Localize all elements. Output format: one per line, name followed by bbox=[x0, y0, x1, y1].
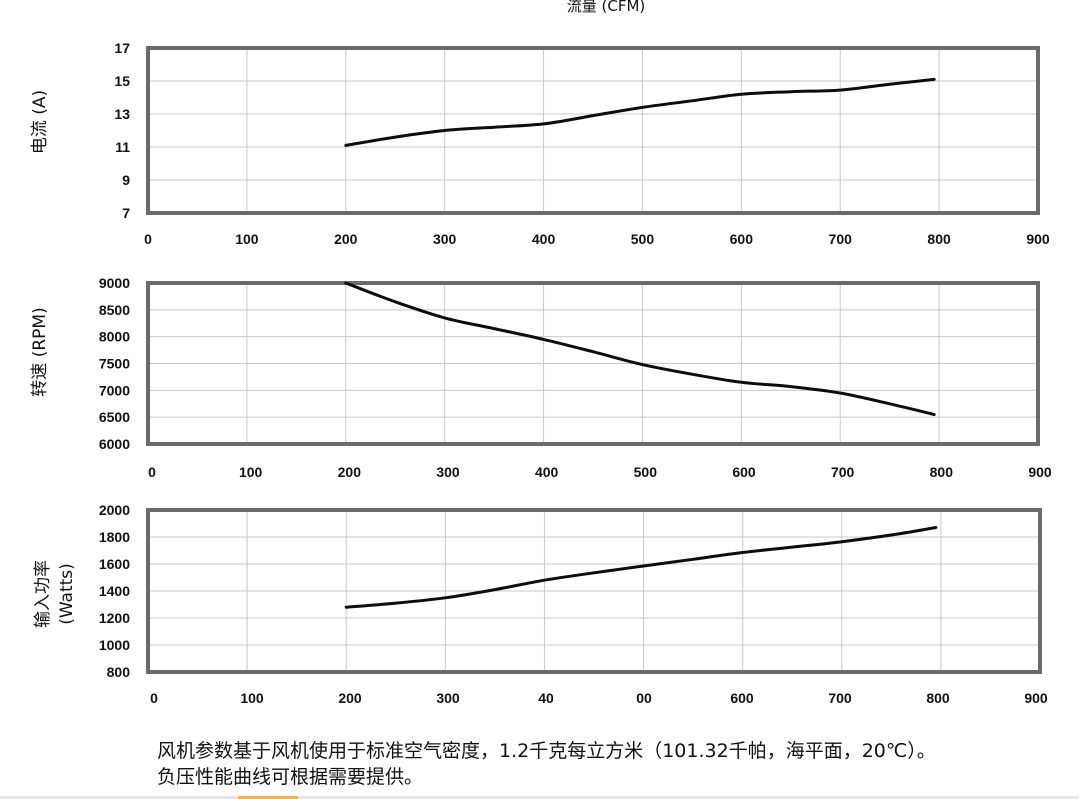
chart-3-y-tick-label: 1600 bbox=[99, 556, 130, 572]
chart-3-y-tick-label: 2000 bbox=[99, 502, 130, 518]
chart-2-x-tick-label: 400 bbox=[535, 464, 559, 480]
chart-3-x-tick-label: 00 bbox=[636, 690, 652, 706]
chart-3-series-line bbox=[344, 526, 938, 609]
chart-3-x-tick-label: 700 bbox=[828, 690, 852, 706]
chart-3-y-tick-label: 1000 bbox=[99, 637, 130, 653]
chart-1-y-tick-label: 13 bbox=[114, 106, 130, 122]
chart-3-x-tick-label: 300 bbox=[436, 690, 460, 706]
chart-1-y-tick-label: 17 bbox=[114, 40, 130, 56]
chart-2-x-tick-label: 300 bbox=[436, 464, 460, 480]
chart-1-x-tick-label: 500 bbox=[631, 231, 655, 247]
chart-1-x-tick-label: 800 bbox=[927, 231, 951, 247]
footnote-line-1: 风机参数基于风机使用于标准空气密度，1.2千克每立方米（101.32千帕，海平面… bbox=[157, 740, 936, 762]
chart-2-x-tick-label: 600 bbox=[732, 464, 756, 480]
chart-2-y-tick-label: 8500 bbox=[99, 302, 130, 318]
chart-1-frame bbox=[146, 46, 1040, 215]
bottom-accent-bar bbox=[238, 796, 298, 799]
chart-2-y-tick-label: 6000 bbox=[99, 436, 130, 452]
chart-3-y-tick-label: 1400 bbox=[99, 583, 130, 599]
flow-axis-label: 流量 (CFM) bbox=[567, 0, 646, 15]
chart-3-frame bbox=[146, 508, 1042, 674]
chart-1-x-tick-label: 0 bbox=[144, 231, 152, 247]
chart-1-y-tick-label: 9 bbox=[122, 172, 130, 188]
chart-1-series-line bbox=[344, 77, 936, 147]
chart-2-y-tick-label: 9000 bbox=[99, 275, 130, 291]
chart-2-y-tick-label: 8000 bbox=[99, 329, 130, 345]
chart-1-x-tick-label: 400 bbox=[532, 231, 556, 247]
chart-2-x-tick-label: 100 bbox=[239, 464, 263, 480]
chart-2-y-tick-label: 7500 bbox=[99, 356, 130, 372]
chart-1-y-tick-label: 15 bbox=[114, 73, 130, 89]
chart-3-x-tick-label: 200 bbox=[338, 690, 362, 706]
chart-3-x-tick-label: 800 bbox=[926, 690, 950, 706]
chart-1-y-tick-label: 7 bbox=[122, 205, 130, 221]
chart-2-y-tick-label: 6500 bbox=[99, 409, 130, 425]
chart-1-x-tick-label: 600 bbox=[730, 231, 754, 247]
chart-3-x-tick-label: 100 bbox=[240, 690, 264, 706]
chart-3-y-tick-label: 1200 bbox=[99, 610, 130, 626]
chart-2-x-tick-label: 500 bbox=[634, 464, 658, 480]
chart-2-x-tick-label: 0 bbox=[148, 464, 156, 480]
chart-3-x-tick-label: 0 bbox=[150, 690, 158, 706]
chart-2-y-axis-label: 转速 (RPM) bbox=[30, 307, 50, 396]
chart-1-x-tick-label: 900 bbox=[1026, 231, 1050, 247]
chart-3-y-axis-label: 输入功率 bbox=[33, 560, 53, 628]
chart-2-x-tick-label: 200 bbox=[338, 464, 362, 480]
chart-3-x-tick-label: 600 bbox=[730, 690, 754, 706]
chart-2-frame bbox=[146, 281, 1040, 446]
chart-2-x-tick-label: 800 bbox=[930, 464, 954, 480]
chart-1-x-tick-label: 200 bbox=[334, 231, 358, 247]
chart-2-x-tick-label: 700 bbox=[831, 464, 855, 480]
chart-3-x-tick-label: 40 bbox=[538, 690, 554, 706]
footnote: 风机参数基于风机使用于标准空气密度，1.2千克每立方米（101.32千帕，海平面… bbox=[157, 738, 936, 790]
chart-3-y-axis-unit: (Watts) bbox=[57, 563, 77, 625]
chart-1-x-tick-label: 300 bbox=[433, 231, 457, 247]
chart-3-y-tick-label: 800 bbox=[107, 664, 131, 680]
bottom-divider bbox=[0, 796, 1079, 799]
chart-2-series-line bbox=[344, 281, 936, 416]
footnote-line-2: 负压性能曲线可根据需要提供。 bbox=[157, 766, 424, 788]
chart-1-y-tick-label: 11 bbox=[115, 139, 130, 155]
chart-2-x-tick-label: 900 bbox=[1028, 464, 1052, 480]
chart-1-x-tick-label: 700 bbox=[829, 231, 853, 247]
chart-1-y-axis-label: 电流 (A) bbox=[30, 90, 50, 154]
chart-1-x-tick-label: 100 bbox=[235, 231, 259, 247]
chart-2-y-tick-label: 7000 bbox=[99, 382, 130, 398]
chart-3-y-tick-label: 1800 bbox=[99, 529, 130, 545]
chart-3-x-tick-label: 900 bbox=[1024, 690, 1048, 706]
